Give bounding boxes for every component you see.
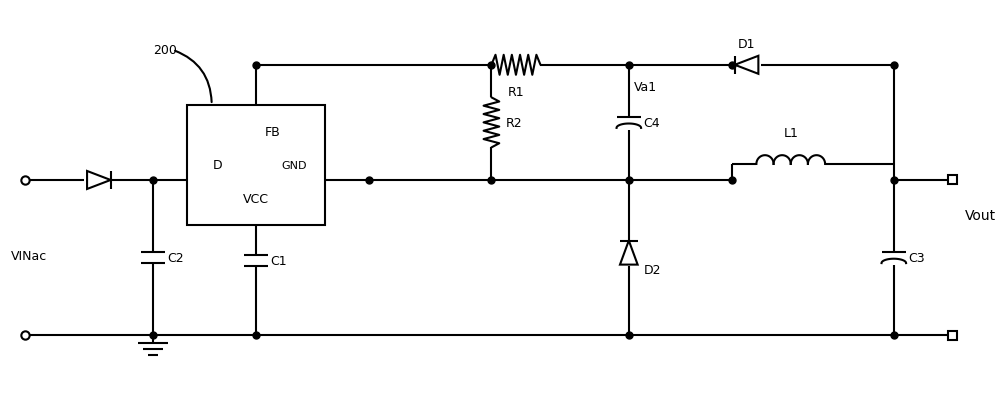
Text: L1: L1 [783,127,798,140]
Bar [948,176,957,185]
Text: FB: FB [264,126,280,138]
Text: R2: R2 [506,117,523,130]
Text: Vout: Vout [964,209,996,223]
Text: R1: R1 [508,85,524,99]
Text: Va1: Va1 [634,81,657,93]
Polygon shape [620,241,638,265]
Bar [948,331,957,340]
Text: GND: GND [282,160,307,170]
Text: C2: C2 [168,251,184,264]
Polygon shape [87,172,111,190]
Text: D1: D1 [738,38,755,51]
Text: D: D [213,159,222,172]
Text: 200: 200 [153,44,177,57]
Text: VINac: VINac [11,249,47,262]
Polygon shape [735,57,758,75]
Text: VCC: VCC [243,192,269,206]
Text: C4: C4 [644,117,660,130]
Text: C3: C3 [909,251,925,264]
Text: D2: D2 [644,263,661,276]
Bar [187,105,325,225]
Text: C1: C1 [271,254,287,267]
